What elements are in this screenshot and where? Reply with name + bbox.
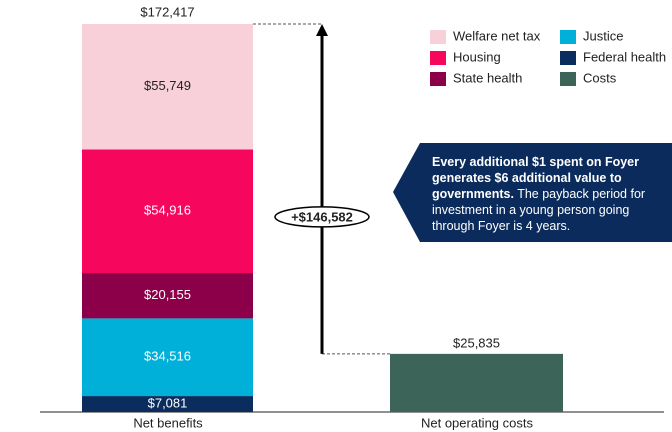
arrow-head [316, 24, 328, 36]
legend-label: State health [453, 70, 522, 85]
callout-bold: Every additional $1 spent on Foyer gener… [432, 155, 640, 201]
legend-swatch [560, 51, 576, 65]
callout-text: The payback period for investment in a y… [432, 187, 646, 233]
legend-swatch [560, 72, 576, 86]
legend-label: Federal health [583, 49, 666, 64]
legend-label: Welfare net tax [453, 28, 541, 43]
legend-label: Costs [583, 70, 617, 85]
value-label: $34,516 [144, 349, 191, 364]
value-label: $25,835 [453, 335, 500, 350]
bar-segment [82, 24, 253, 150]
legend-swatch [430, 72, 446, 86]
legend-swatch [430, 51, 446, 65]
bar-segment [82, 149, 253, 274]
x-tick-label: Net benefits [133, 415, 203, 430]
x-tick-label: Net operating costs [421, 415, 534, 430]
bar-segment [82, 396, 253, 412]
legend-swatch [560, 30, 576, 44]
legend-label: Justice [583, 28, 623, 43]
difference-badge [274, 206, 370, 228]
value-label: $54,916 [144, 203, 191, 218]
callout-box [393, 143, 672, 242]
total-label: $172,417 [140, 4, 194, 19]
value-label: $20,155 [144, 287, 191, 302]
legend-swatch [430, 30, 446, 44]
value-label: $55,749 [144, 78, 191, 93]
legend-label: Housing [453, 49, 501, 64]
bar-segment [82, 273, 253, 319]
value-label: $7,081 [148, 395, 188, 410]
difference-label: +$146,582 [291, 209, 353, 224]
bar-segment [82, 318, 253, 397]
callout: Every additional $1 spent on Foyer gener… [432, 154, 664, 234]
bar-segment [390, 353, 563, 412]
